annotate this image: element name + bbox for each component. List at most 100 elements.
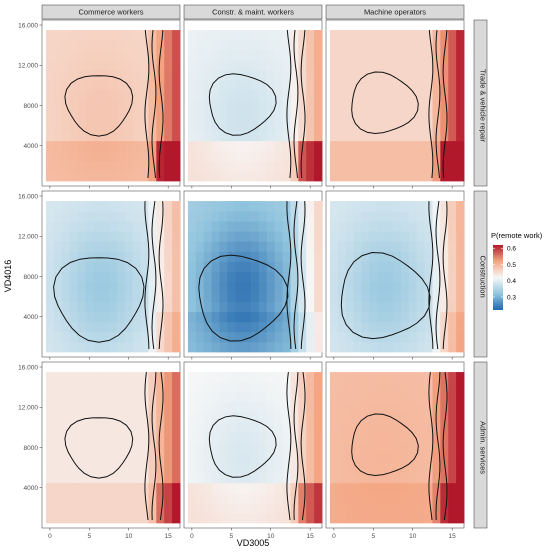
heat-tile xyxy=(53,311,63,323)
heat-tile xyxy=(164,372,173,383)
heat-tile xyxy=(140,231,149,242)
heat-tile xyxy=(306,110,315,122)
y-tick-label: 12.000 xyxy=(18,405,38,412)
heat-tile xyxy=(53,241,63,252)
heat-tile xyxy=(393,462,402,474)
heat-tile xyxy=(337,251,347,262)
heat-tile xyxy=(440,100,449,111)
heat-tile xyxy=(298,241,307,252)
heat-tile xyxy=(227,382,236,393)
heat-tile xyxy=(69,512,78,524)
heat-tile xyxy=(45,462,55,474)
heat-tile xyxy=(219,201,228,212)
heat-tile xyxy=(45,271,55,282)
heat-tile xyxy=(393,291,402,303)
heat-tile xyxy=(227,231,236,242)
heat-tile xyxy=(369,70,378,81)
y-tick-label: 4000 xyxy=(24,485,39,492)
heat-tile xyxy=(124,291,134,303)
heat-tile xyxy=(377,422,386,433)
contour-line xyxy=(435,201,441,350)
heat-tile xyxy=(377,70,386,81)
heat-tile xyxy=(124,341,134,353)
heat-tile xyxy=(266,331,276,343)
heat-tile xyxy=(377,231,386,242)
heat-tile xyxy=(369,311,378,323)
heat-tile xyxy=(377,80,386,91)
heat-tile xyxy=(101,90,110,101)
heat-tile xyxy=(132,130,141,142)
heat-tile xyxy=(243,462,252,474)
heat-tile xyxy=(140,160,149,172)
x-axis-title: VD3005 xyxy=(237,538,270,548)
heat-tile xyxy=(235,331,244,343)
contour-line xyxy=(428,30,434,179)
heat-tile xyxy=(140,90,149,101)
heat-tile xyxy=(211,100,220,111)
heat-tile xyxy=(258,50,268,61)
heat-tile xyxy=(361,251,370,262)
heat-tile xyxy=(424,281,433,293)
heat-tile xyxy=(416,231,425,242)
heat-tile xyxy=(337,382,347,393)
contour-line xyxy=(208,73,277,136)
heat-tile xyxy=(164,321,173,333)
heat-tile xyxy=(393,150,402,162)
heat-tile xyxy=(69,241,78,252)
heat-tile xyxy=(266,502,276,514)
heat-tile xyxy=(132,402,141,413)
heat-tile xyxy=(377,30,386,41)
heat-tile xyxy=(235,432,244,443)
heat-tile xyxy=(424,221,433,232)
heat-tile xyxy=(164,70,173,81)
heat-tile xyxy=(187,331,197,343)
heat-tile xyxy=(282,261,291,272)
heat-tile xyxy=(69,30,78,41)
heat-tile xyxy=(329,170,339,182)
heat-tile xyxy=(329,70,339,81)
heat-tile xyxy=(77,221,86,232)
heat-tile xyxy=(361,452,370,464)
heat-tile xyxy=(93,281,102,293)
heat-tile xyxy=(109,321,118,333)
heat-tile xyxy=(448,472,457,484)
heat-tile xyxy=(408,422,418,433)
heat-tile xyxy=(243,512,252,524)
heat-tile xyxy=(132,201,141,212)
heat-tile xyxy=(369,251,378,262)
heat-tile xyxy=(251,150,260,162)
heat-tile xyxy=(109,512,118,524)
x-tick-label: 10 xyxy=(267,533,275,540)
heat-tile xyxy=(448,502,457,514)
heat-tile xyxy=(101,281,110,293)
heat-tile xyxy=(195,30,205,41)
heat-tile xyxy=(227,422,236,433)
heat-tile xyxy=(385,442,394,453)
heat-tile xyxy=(132,392,141,403)
heat-tile xyxy=(369,160,378,172)
heat-tile xyxy=(416,50,425,61)
heat-tile xyxy=(148,110,157,122)
heat-tile xyxy=(345,412,354,423)
heat-tile xyxy=(227,251,236,262)
heat-tile xyxy=(61,502,70,514)
heat-tile xyxy=(124,321,134,333)
heat-tile xyxy=(251,341,260,353)
heat-tile xyxy=(290,261,299,272)
column-strip-label: Machine operators xyxy=(364,8,426,17)
heat-tile xyxy=(164,281,173,293)
heat-tile xyxy=(282,281,291,293)
heat-tile xyxy=(164,120,173,132)
heat-tile xyxy=(53,462,63,474)
heat-tile xyxy=(116,331,126,343)
heat-tile xyxy=(258,452,268,464)
heat-tile xyxy=(195,201,205,212)
heat-tile xyxy=(314,140,323,152)
heat-tile xyxy=(203,80,212,91)
heat-tile xyxy=(251,80,260,91)
heat-tile xyxy=(116,201,126,212)
heat-tile xyxy=(408,301,418,313)
heat-tile xyxy=(353,402,362,413)
heat-tile xyxy=(77,512,86,524)
heat-tile xyxy=(306,140,315,152)
